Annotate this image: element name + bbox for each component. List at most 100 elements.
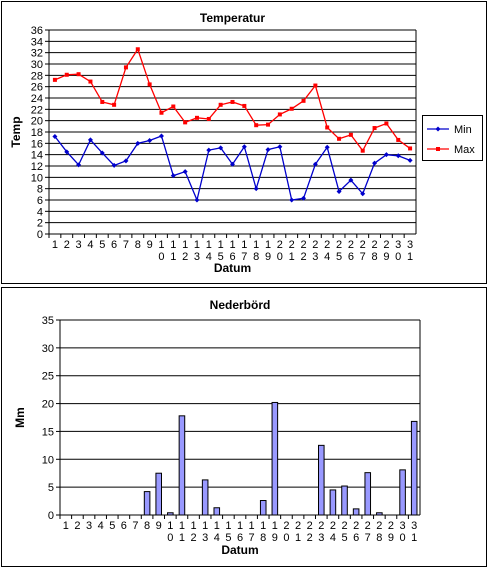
data-point-min xyxy=(158,133,164,139)
y-tick-label: 10 xyxy=(42,454,54,466)
x-tick-label: 9 xyxy=(147,239,153,251)
temperature-chart-panel: Temperatur 0 2 4 6 8 10 12 14 16 18 20 22 24 26 28 30 32 3… xyxy=(1,1,487,284)
data-point-max xyxy=(100,99,105,104)
data-point-max xyxy=(64,72,69,77)
bar xyxy=(155,472,162,516)
x-tick-label: 2 xyxy=(64,239,70,251)
bar xyxy=(376,512,383,516)
data-point-min xyxy=(170,173,176,179)
y-tick-label: 12 xyxy=(31,161,43,173)
data-point-max xyxy=(254,123,259,128)
y-tick-label: 30 xyxy=(42,343,54,355)
data-point-max xyxy=(301,98,306,103)
series-line-min xyxy=(54,135,411,203)
x-tick-label: 4 xyxy=(87,239,93,251)
legend-entries: Min Max xyxy=(427,124,475,156)
legend-marker-max xyxy=(436,147,440,151)
data-point-max xyxy=(171,104,176,109)
data-point-min xyxy=(253,186,259,192)
y-tick-label: 5 xyxy=(48,482,54,494)
x-tick-label: 6 xyxy=(121,520,127,532)
bar xyxy=(178,415,186,516)
data-point-min xyxy=(241,144,247,150)
data-point-max xyxy=(360,148,365,153)
y-tick-label: 36 xyxy=(31,25,43,37)
bar xyxy=(201,479,209,516)
x-axis-label: Datum xyxy=(214,261,251,275)
data-point-min xyxy=(87,137,93,143)
x-tick-label: 5 xyxy=(109,520,115,532)
data-point-min xyxy=(324,144,330,150)
y-tick-label: 20 xyxy=(31,116,43,128)
data-point-min xyxy=(395,153,401,159)
y-axis-label: Temp xyxy=(9,116,23,147)
y-axis-label: Mm xyxy=(13,407,27,428)
data-point-max xyxy=(266,122,271,127)
data-point-min xyxy=(206,147,212,153)
data-point-min xyxy=(194,197,200,203)
data-point-min xyxy=(99,150,105,156)
y-tick-label: 2 xyxy=(37,218,43,230)
data-point-max xyxy=(206,116,211,121)
y-tick-label: 10 xyxy=(31,172,43,184)
data-point-max xyxy=(396,137,401,142)
x-axis-label: Datum xyxy=(221,543,258,557)
data-point-max xyxy=(325,125,330,130)
y-tick-label: 35 xyxy=(42,315,54,327)
data-point-max xyxy=(384,121,389,126)
data-point-max xyxy=(337,136,342,141)
chart-title: Temperatur xyxy=(200,11,265,25)
y-tick-label: 18 xyxy=(31,127,43,139)
y-tick-label: 14 xyxy=(31,150,43,162)
legend-label-max: Max xyxy=(454,144,475,156)
data-point-max xyxy=(88,79,93,84)
data-point-max xyxy=(348,132,353,137)
x-tick-label: 5 xyxy=(99,239,105,251)
data-point-min xyxy=(372,160,378,166)
data-point-max xyxy=(112,102,117,107)
y-tick-label: 34 xyxy=(31,36,43,48)
data-point-min xyxy=(182,169,188,175)
legend-marker-min xyxy=(435,126,441,132)
precipitation-chart-panel: Nederbörd 0 5 10 15 20 25 30 35 1 2 3 4 5 6 7 8 9 1 0 1 1 1 2 1 3… xyxy=(1,287,487,567)
data-point-min xyxy=(265,147,271,153)
bar xyxy=(399,469,406,516)
y-tick-label: 4 xyxy=(37,206,43,218)
x-tick-label: 3 xyxy=(86,520,92,532)
data-point-min xyxy=(336,189,342,194)
data-point-min xyxy=(76,162,82,168)
data-point-min xyxy=(407,157,413,163)
y-tick-label: 26 xyxy=(31,82,43,94)
data-point-max xyxy=(372,126,377,131)
data-point-max xyxy=(183,120,188,125)
bar xyxy=(213,507,221,516)
data-point-min xyxy=(135,140,141,146)
chart-title: Nederbörd xyxy=(210,298,271,312)
data-point-max xyxy=(123,65,128,70)
y-tick-label: 16 xyxy=(31,138,43,150)
